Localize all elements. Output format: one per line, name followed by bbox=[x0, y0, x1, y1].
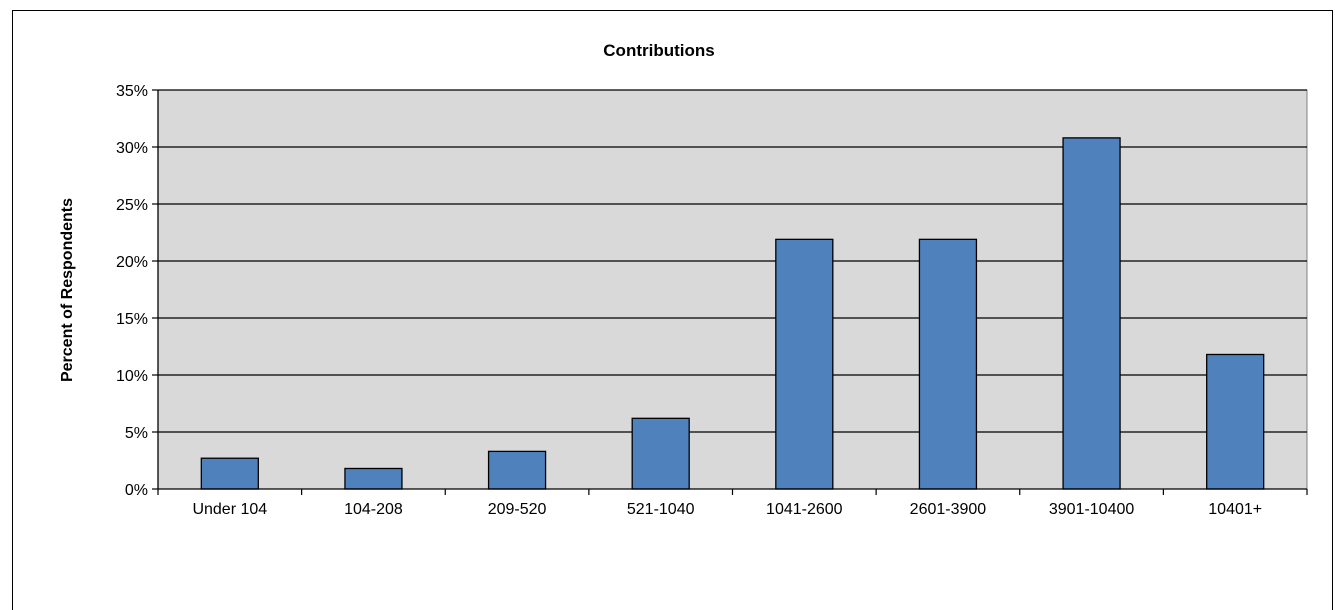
bar-1 bbox=[344, 467, 403, 490]
bar-2 bbox=[487, 450, 547, 490]
bar-4 bbox=[775, 238, 834, 490]
y-tick-label: 15% bbox=[116, 311, 148, 328]
x-tick-label: 521-1040 bbox=[627, 501, 695, 518]
bars bbox=[200, 137, 1265, 490]
y-tick-label: 0% bbox=[125, 482, 148, 499]
y-tick-label: 35% bbox=[116, 83, 148, 100]
y-tick-label: 10% bbox=[116, 368, 148, 385]
x-tick-label: 2601-3900 bbox=[910, 501, 987, 518]
bar-7 bbox=[1206, 353, 1265, 490]
bar-6 bbox=[1062, 137, 1121, 490]
x-tick-label: 104-208 bbox=[344, 501, 403, 518]
x-tick-label: 1041-2600 bbox=[766, 501, 843, 518]
chart-title: Contributions bbox=[603, 41, 714, 60]
y-tick-label: 25% bbox=[116, 197, 148, 214]
plot-area bbox=[157, 89, 1308, 490]
x-tick-label: 3901-10400 bbox=[1049, 501, 1135, 518]
x-tick-label: 209-520 bbox=[488, 501, 547, 518]
y-tick-label: 20% bbox=[116, 254, 148, 271]
y-tick-label: 5% bbox=[125, 425, 148, 442]
x-axis-ticks: Under 104 104-208 209-520 521-1040 1041-2600… bbox=[157, 489, 1308, 518]
x-tick-label: Under 104 bbox=[192, 501, 267, 518]
y-tick-label: 30% bbox=[116, 140, 148, 157]
bar-0 bbox=[200, 457, 259, 490]
y-axis-label: Percent of Respondents bbox=[59, 198, 76, 382]
bar-5 bbox=[918, 238, 978, 490]
y-axis-ticks: 0% 5% 10% 15% 20% 25% 30% 35% bbox=[116, 83, 158, 499]
bar-3 bbox=[631, 417, 690, 490]
x-tick-label: 10401+ bbox=[1208, 501, 1262, 518]
